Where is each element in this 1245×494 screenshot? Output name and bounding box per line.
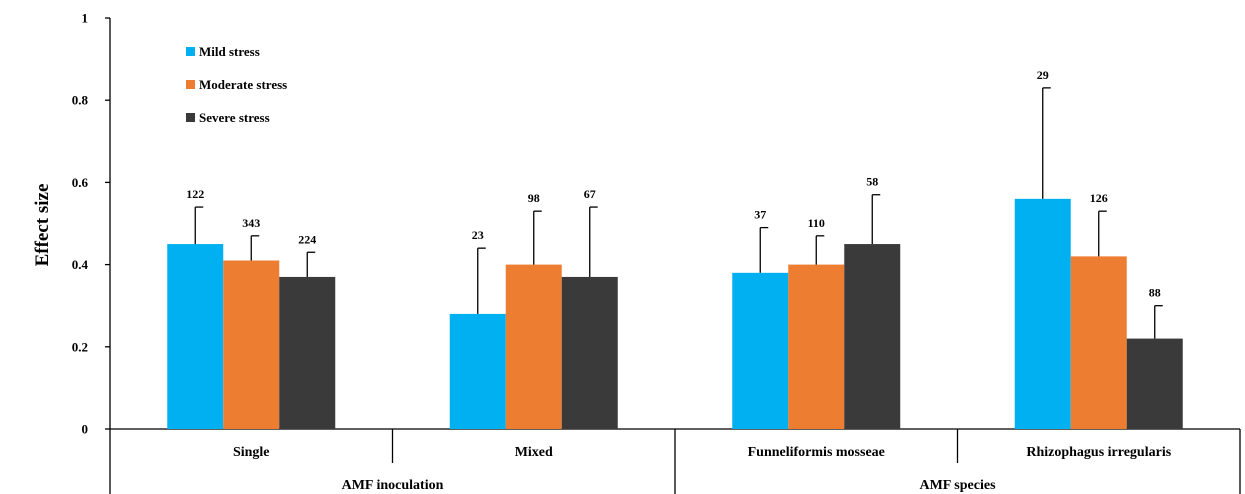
bar [167,244,224,429]
category-label: Single [233,445,270,460]
bars [167,87,1183,429]
data-label: 224 [298,232,316,246]
y-axis-label: Effect size [32,184,53,267]
y-tick-label: 0 [82,422,89,437]
legend-label: Severe stress [199,110,270,125]
bar [505,264,562,429]
data-label: 98 [528,191,540,205]
legend-swatch [186,113,195,122]
bar [788,264,845,429]
y-tick-label: 0.8 [72,93,89,108]
bar [279,276,336,429]
category-label: Mixed [515,445,553,460]
legend-label: Mild stress [199,44,260,59]
group-label: AMF species [919,478,996,493]
y-tick-label: 1 [82,11,89,26]
legend-swatch [186,47,195,56]
bar [449,313,506,429]
data-label: 23 [472,228,484,242]
bar [732,272,789,429]
axes: 0 0.2 0.4 0.6 0.8 1 Single Mixed Funneliformis m… [72,11,1241,494]
y-tick-label: 0.6 [72,175,89,190]
legend-swatch [186,80,195,89]
bar [1070,256,1127,429]
bar [844,244,901,429]
data-label: 29 [1037,68,1049,82]
data-labels: 122 343 224 23 98 67 37 110 58 29 126 88 [186,68,1161,300]
y-tick-label: 0.2 [72,339,88,354]
bar [561,276,618,429]
data-label: 67 [584,187,596,201]
legend-label: Moderate stress [199,77,287,92]
bar [223,260,280,429]
category-label: Rhizophagus irregularis [1026,445,1171,460]
category-label: Funneliformis mosseae [748,445,885,460]
data-label: 58 [866,175,878,189]
y-tick-label: 0.4 [72,257,89,272]
legend: Mild stress Moderate stress Severe stress [186,44,287,125]
data-label: 37 [754,208,766,222]
data-label: 122 [186,187,204,201]
data-label: 88 [1149,286,1161,300]
bar [1126,338,1183,429]
data-label: 126 [1090,191,1108,205]
group-label: AMF inoculation [342,478,444,493]
data-label: 110 [808,216,825,230]
bar [1014,198,1071,429]
data-label: 343 [242,216,260,230]
